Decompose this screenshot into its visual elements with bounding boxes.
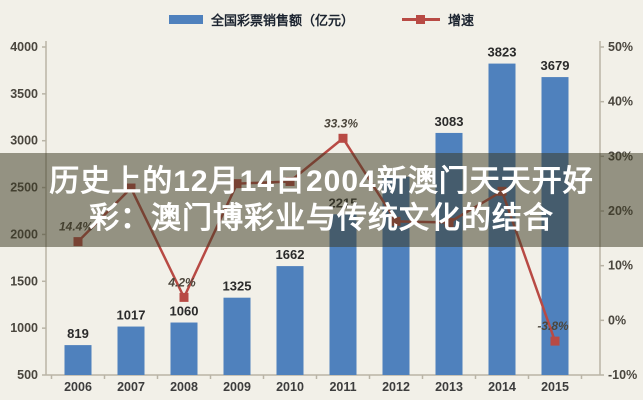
x-axis-label: 2010	[276, 380, 304, 394]
left-axis-tick-label: 1500	[10, 274, 38, 288]
growth-point-label: 33.3%	[324, 116, 358, 130]
legend-label-sales: 全国彩票销售额（亿元）	[210, 13, 354, 28]
headline-line1: 历史上的12月14日2004新澳门天天开好	[49, 165, 594, 198]
bar-2007	[117, 326, 145, 375]
bar-value-label: 3679	[541, 58, 570, 73]
growth-point-label: 4.2%	[167, 275, 196, 289]
right-axis-tick-label: 10%	[608, 259, 633, 273]
x-axis-label: 2014	[488, 380, 516, 394]
x-axis-label: 2012	[382, 380, 410, 394]
bar-2006	[64, 345, 92, 375]
headline-overlay: 历史上的12月14日2004新澳门天天开好 彩：澳门博彩业与传统文化的结合	[0, 153, 643, 247]
bar-value-label: 3823	[488, 45, 517, 60]
bar-2009	[223, 297, 251, 375]
bar-value-label: 1060	[170, 304, 199, 319]
x-axis-label: 2015	[541, 380, 569, 394]
left-axis-tick-label: 3500	[10, 87, 38, 101]
left-axis-tick-label: 4000	[10, 40, 38, 54]
bar-2008	[170, 322, 198, 375]
growth-point	[550, 336, 560, 346]
left-axis-tick-label: 1000	[10, 321, 38, 335]
bar-value-label: 3083	[435, 114, 464, 129]
bar-2010	[276, 266, 304, 375]
x-axis-label: 2007	[117, 380, 145, 394]
growth-point	[179, 292, 189, 302]
left-axis-tick-label: 3000	[10, 134, 38, 148]
legend-item-growth: 增速	[402, 10, 474, 29]
right-axis-tick-label: 0%	[608, 313, 626, 327]
right-axis-tick-label: 50%	[608, 40, 633, 54]
bar-series-swatch-icon	[168, 15, 203, 24]
left-axis-tick-label: 500	[17, 368, 38, 382]
x-axis-label: 2006	[64, 380, 92, 394]
x-axis-label: 2011	[329, 380, 356, 394]
legend: 全国彩票销售额（亿元） 增速	[0, 10, 643, 29]
right-axis-tick-label: 40%	[608, 95, 633, 109]
line-series-swatch-icon	[402, 15, 440, 24]
legend-item-sales: 全国彩票销售额（亿元）	[168, 10, 354, 29]
bar-value-label: 1325	[223, 279, 252, 294]
growth-point-label: -3.8%	[537, 319, 569, 333]
headline-line2: 彩：澳门博彩业与传统文化的结合	[89, 202, 554, 235]
bar-value-label: 1662	[276, 247, 305, 262]
x-axis-label: 2008	[170, 380, 198, 394]
right-axis-tick-label: -10%	[608, 368, 637, 382]
growth-point	[338, 133, 348, 143]
x-axis-label: 2009	[223, 380, 251, 394]
bar-value-label: 1017	[117, 308, 146, 323]
x-axis-label: 2013	[435, 380, 463, 394]
legend-label-growth: 增速	[448, 13, 475, 28]
bar-value-label: 819	[67, 326, 89, 341]
